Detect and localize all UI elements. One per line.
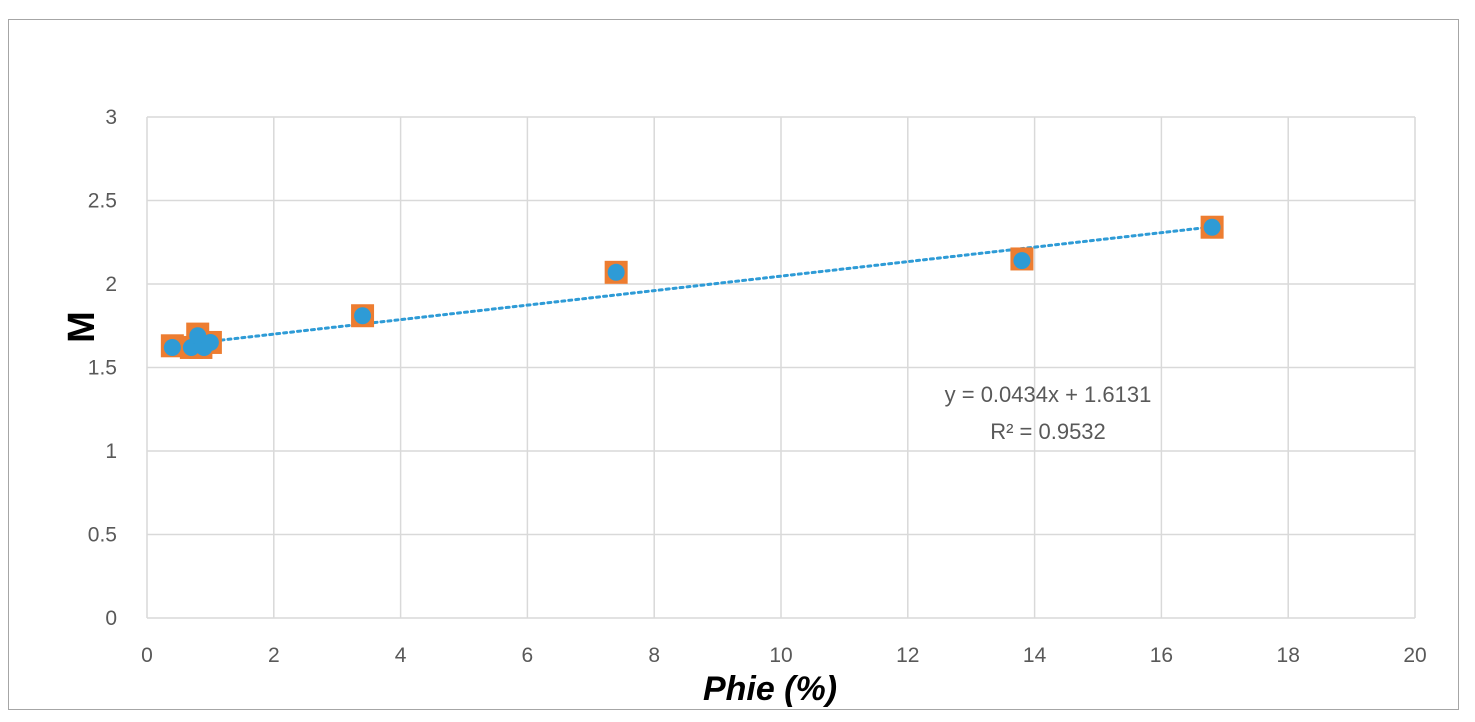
x-tick-label: 2: [268, 644, 280, 667]
circle-marker: [354, 307, 372, 325]
y-tick-label: 2: [105, 273, 117, 296]
x-tick-label: 14: [1023, 644, 1047, 667]
y-tick-label: 2.5: [88, 190, 117, 213]
y-tick-label: 3: [105, 106, 117, 129]
y-axis-title: M: [61, 311, 103, 343]
x-tick-label: 16: [1150, 644, 1173, 667]
x-tick-label: 10: [769, 644, 792, 667]
y-tick-label: 0.5: [88, 524, 117, 547]
chart-frame: [8, 19, 1459, 710]
x-tick-label: 20: [1403, 644, 1426, 667]
trendline-r-squared: R² = 0.9532: [990, 419, 1106, 444]
x-tick-label: 12: [896, 644, 919, 667]
y-tick-label: 0: [105, 607, 117, 630]
x-tick-label: 0: [141, 644, 153, 667]
x-tick-label: 18: [1277, 644, 1300, 667]
x-tick-label: 8: [648, 644, 660, 667]
y-tick-label: 1.5: [88, 357, 117, 380]
circle-marker: [163, 338, 181, 356]
y-tick-label: 1: [105, 440, 117, 463]
x-tick-label: 4: [395, 644, 407, 667]
circle-marker: [201, 333, 219, 351]
circle-marker: [607, 263, 625, 281]
x-axis-title: Phie (%): [703, 670, 837, 708]
markers-layer: [160, 215, 1224, 359]
circle-marker: [1203, 218, 1221, 236]
grid-layer: [146, 116, 1416, 619]
x-tick-label: 6: [522, 644, 534, 667]
trendline-layer: [170, 225, 1214, 348]
tick-labels: 0 2 4 6 8 10 12 14 16 18 20 0 0.5 1 1.5 2 2.5 3: [88, 106, 1427, 667]
circle-marker: [1013, 252, 1031, 270]
trendline-equation: y = 0.0434x + 1.6131: [945, 382, 1152, 407]
trendline: [170, 225, 1214, 348]
